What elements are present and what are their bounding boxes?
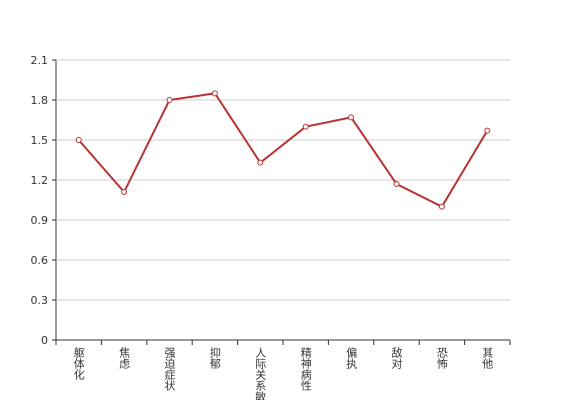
x-tick-label: 人际关系敏感 bbox=[254, 347, 267, 400]
y-tick-label: 0 bbox=[41, 334, 48, 347]
y-tick-label: 0.9 bbox=[31, 214, 49, 227]
x-tick-label: 躯体化 bbox=[72, 347, 85, 381]
x-tick-label: 精神病性 bbox=[299, 347, 312, 392]
line bbox=[77, 92, 489, 208]
point bbox=[166, 97, 173, 103]
point bbox=[302, 123, 309, 130]
y-tick-label: 1.2 bbox=[31, 174, 49, 187]
y-tick-label: 1.5 bbox=[31, 134, 49, 147]
x-tick-label: 敌对 bbox=[390, 346, 403, 369]
y-tick-label: 1.8 bbox=[31, 94, 49, 107]
x-tick-label: 焦虑 bbox=[118, 347, 131, 369]
y-tick-label: 2.1 bbox=[31, 54, 49, 67]
point bbox=[257, 159, 264, 166]
x-tick-label: 偏执 bbox=[345, 346, 358, 370]
point bbox=[484, 127, 491, 134]
x-tick-label: 抑郁 bbox=[208, 346, 221, 369]
point bbox=[211, 90, 218, 97]
point bbox=[348, 114, 355, 121]
y-tick-label: 0.3 bbox=[31, 294, 49, 307]
point bbox=[75, 137, 82, 143]
x-tick-label: 强迫症状 bbox=[163, 347, 176, 391]
y-tick-label: 0.6 bbox=[31, 254, 49, 267]
x-tick-label: 恐怖 bbox=[435, 347, 448, 369]
point bbox=[438, 203, 445, 210]
point bbox=[393, 181, 400, 187]
point bbox=[121, 189, 128, 195]
x-tick-label: 其他 bbox=[481, 347, 494, 369]
